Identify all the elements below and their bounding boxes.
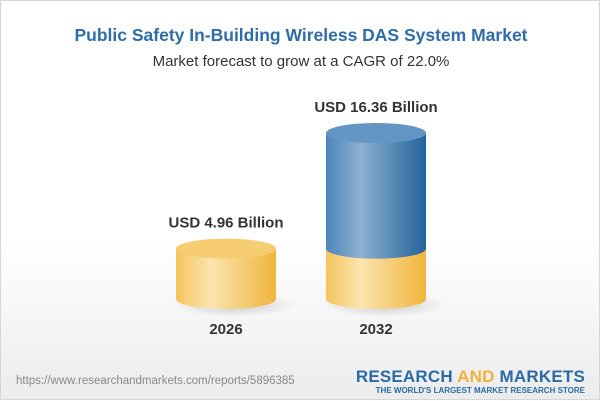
logo-word: AND xyxy=(457,367,495,386)
chart-title: Public Safety In-Building Wireless DAS S… xyxy=(74,25,528,45)
brand-logo: RESEARCH AND MARKETS xyxy=(356,367,585,387)
bar-growth-segment xyxy=(326,133,426,259)
logo-word: RESEARCH xyxy=(355,367,453,386)
bar-base-segment xyxy=(326,248,426,309)
data-label: USD 4.96 Billion xyxy=(168,215,283,232)
chart-subtitle: Market forecast to grow at a CAGR of 22.… xyxy=(152,53,450,70)
bar-2026-body xyxy=(176,248,276,309)
brand-tagline: THE WORLD'S LARGEST MARKET RESEARCH STOR… xyxy=(375,386,585,395)
bar-2032-top xyxy=(326,123,426,143)
bar-2026-top xyxy=(176,238,276,259)
logo-word: MARKETS xyxy=(499,367,585,386)
category-label: 2026 xyxy=(209,321,242,338)
source-url[interactable]: https://www.researchandmarkets.com/repor… xyxy=(16,375,295,387)
data-label: USD 16.36 Billion xyxy=(314,99,437,116)
category-label: 2032 xyxy=(359,321,392,338)
